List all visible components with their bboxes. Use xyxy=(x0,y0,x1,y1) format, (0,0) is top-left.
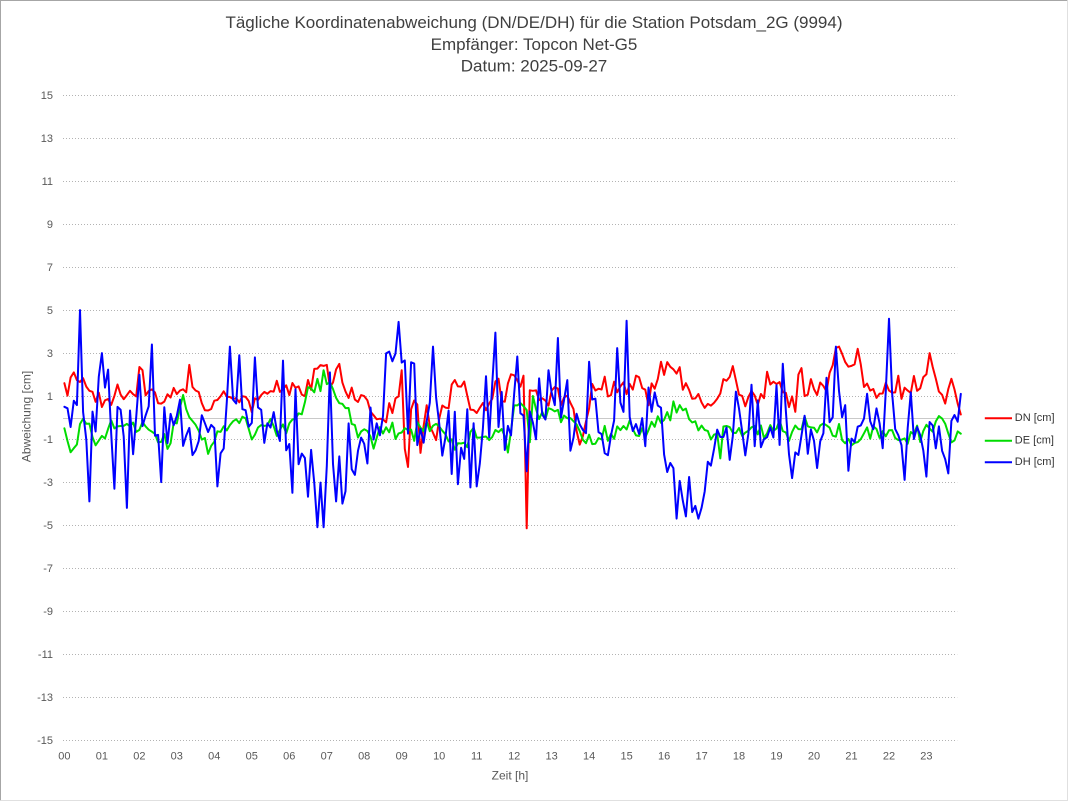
svg-text:03: 03 xyxy=(171,751,183,763)
svg-text:22: 22 xyxy=(883,751,895,763)
svg-text:-9: -9 xyxy=(43,606,53,618)
svg-text:DE [cm]: DE [cm] xyxy=(1015,434,1054,446)
svg-text:-13: -13 xyxy=(37,692,53,704)
svg-text:23: 23 xyxy=(920,751,932,763)
svg-text:-11: -11 xyxy=(38,649,53,661)
svg-text:14: 14 xyxy=(583,751,595,763)
svg-text:-3: -3 xyxy=(43,477,53,489)
svg-text:Empfänger: Topcon Net-G5: Empfänger: Topcon Net-G5 xyxy=(431,35,638,54)
svg-text:07: 07 xyxy=(321,751,333,763)
svg-text:11: 11 xyxy=(471,751,482,763)
svg-text:DN [cm]: DN [cm] xyxy=(1015,412,1055,424)
svg-text:00: 00 xyxy=(58,751,70,763)
svg-text:-1: -1 xyxy=(43,434,53,446)
svg-text:01: 01 xyxy=(96,751,108,763)
svg-text:08: 08 xyxy=(358,751,370,763)
svg-text:-5: -5 xyxy=(43,520,53,532)
svg-text:20: 20 xyxy=(808,751,820,763)
svg-text:11: 11 xyxy=(42,176,53,188)
svg-text:15: 15 xyxy=(41,90,53,102)
svg-text:5: 5 xyxy=(47,305,53,317)
svg-text:21: 21 xyxy=(845,751,857,763)
svg-text:05: 05 xyxy=(246,751,258,763)
svg-text:9: 9 xyxy=(47,219,53,231)
svg-text:10: 10 xyxy=(433,751,445,763)
svg-text:13: 13 xyxy=(41,133,53,145)
svg-text:19: 19 xyxy=(770,751,782,763)
svg-text:Tägliche Koordinatenabweichung: Tägliche Koordinatenabweichung (DN/DE/DH… xyxy=(225,13,842,32)
svg-text:DH [cm]: DH [cm] xyxy=(1015,456,1055,468)
svg-text:18: 18 xyxy=(733,751,745,763)
svg-text:17: 17 xyxy=(695,751,707,763)
svg-text:13: 13 xyxy=(545,751,557,763)
svg-text:02: 02 xyxy=(133,751,145,763)
svg-text:Datum: 2025-09-27: Datum: 2025-09-27 xyxy=(461,57,607,76)
svg-text:12: 12 xyxy=(508,751,520,763)
svg-text:16: 16 xyxy=(658,751,670,763)
svg-text:15: 15 xyxy=(620,751,632,763)
svg-text:-7: -7 xyxy=(43,563,53,575)
svg-text:7: 7 xyxy=(47,262,53,274)
svg-text:Abweichung [cm]: Abweichung [cm] xyxy=(20,371,34,462)
svg-text:04: 04 xyxy=(208,751,220,763)
svg-text:-15: -15 xyxy=(37,735,53,747)
svg-text:3: 3 xyxy=(47,348,53,360)
svg-text:06: 06 xyxy=(283,751,295,763)
svg-text:1: 1 xyxy=(47,391,53,403)
svg-text:09: 09 xyxy=(396,751,408,763)
svg-text:Zeit [h]: Zeit [h] xyxy=(492,769,529,783)
